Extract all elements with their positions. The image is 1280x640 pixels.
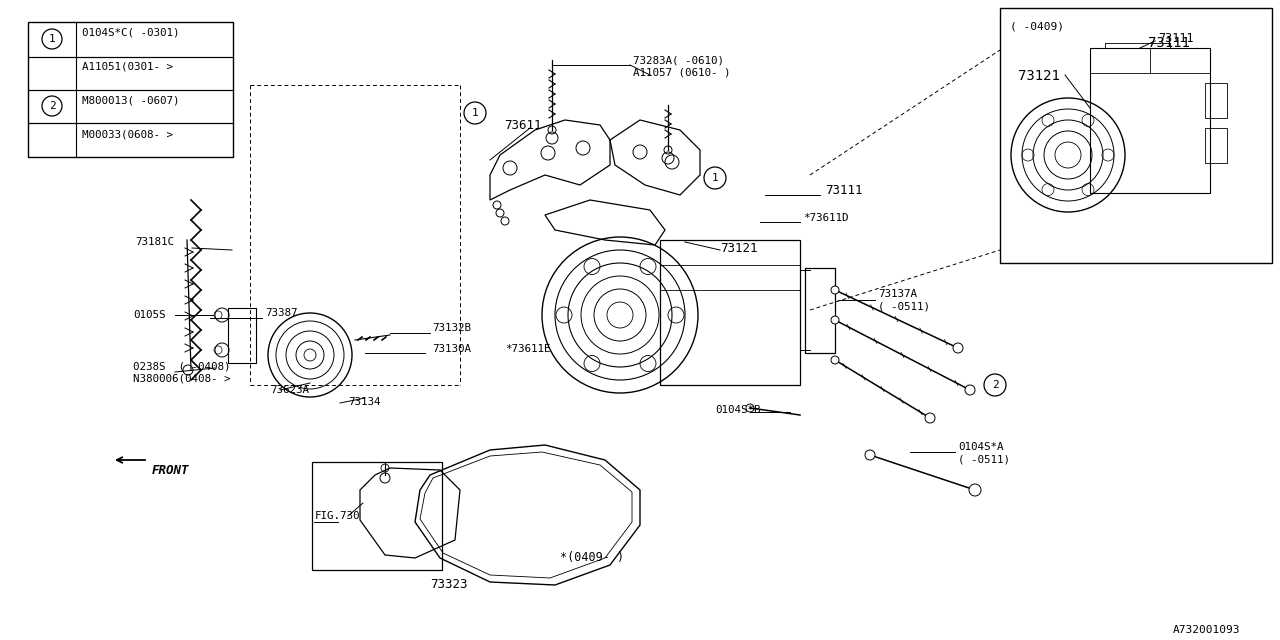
Circle shape	[831, 316, 838, 324]
Text: 73132B: 73132B	[433, 323, 471, 333]
Circle shape	[465, 102, 486, 124]
Text: 1: 1	[471, 108, 479, 118]
Text: M800013( -0607): M800013( -0607)	[82, 95, 179, 105]
Text: ( -0409): ( -0409)	[1010, 21, 1064, 31]
Text: 73134: 73134	[348, 397, 380, 407]
Circle shape	[831, 356, 838, 364]
Bar	[228, 308, 256, 363]
Bar	[660, 240, 800, 385]
Text: 73111: 73111	[826, 184, 863, 196]
Circle shape	[954, 343, 963, 353]
Text: 73111: 73111	[1158, 31, 1194, 45]
Text: 0104S*C( -0301): 0104S*C( -0301)	[82, 27, 179, 37]
Text: 2: 2	[992, 380, 998, 390]
Text: 1: 1	[712, 173, 718, 183]
Circle shape	[42, 96, 61, 116]
Bar	[1000, 8, 1272, 263]
Text: M00033(0608- >: M00033(0608- >	[82, 129, 173, 139]
Text: 0104S*B: 0104S*B	[716, 405, 760, 415]
Bar	[1204, 128, 1228, 163]
Text: FIG.730: FIG.730	[315, 511, 361, 521]
Text: FRONT: FRONT	[152, 463, 189, 477]
Text: 0104S*A: 0104S*A	[957, 442, 1004, 452]
Circle shape	[925, 413, 934, 423]
Text: 1: 1	[49, 34, 55, 44]
Text: N380006(0408- >: N380006(0408- >	[133, 373, 230, 383]
Text: 0238S  ( -0408): 0238S ( -0408)	[133, 361, 230, 371]
Text: *(0409- ): *(0409- )	[561, 550, 625, 563]
Circle shape	[984, 374, 1006, 396]
Text: 0105S: 0105S	[133, 310, 165, 320]
Text: 73283A( -0610): 73283A( -0610)	[634, 55, 724, 65]
Text: 73121: 73121	[721, 241, 758, 255]
Text: *73611D: *73611D	[803, 213, 849, 223]
Circle shape	[865, 450, 876, 460]
Text: ( -0511): ( -0511)	[957, 454, 1010, 464]
Bar	[312, 462, 442, 570]
Circle shape	[969, 484, 980, 496]
Text: 73181C: 73181C	[134, 237, 174, 247]
Text: A732001093: A732001093	[1172, 625, 1240, 635]
Bar	[805, 268, 835, 353]
Text: A11057 (0610- ): A11057 (0610- )	[634, 67, 731, 77]
Circle shape	[42, 29, 61, 49]
Bar	[1204, 83, 1228, 118]
Text: 2: 2	[49, 101, 55, 111]
Text: 73137A: 73137A	[878, 289, 916, 299]
Text: 73611: 73611	[504, 118, 541, 131]
Bar	[28, 22, 233, 157]
Text: ( -0511): ( -0511)	[878, 301, 931, 311]
Text: *73611E: *73611E	[506, 344, 550, 354]
Bar	[1091, 48, 1210, 193]
Text: 73323: 73323	[430, 579, 467, 591]
Text: 73623A: 73623A	[270, 385, 308, 395]
Text: 73387: 73387	[265, 308, 297, 318]
Text: A11051(0301- >: A11051(0301- >	[82, 61, 173, 71]
Circle shape	[965, 385, 975, 395]
Circle shape	[704, 167, 726, 189]
Text: 73130A: 73130A	[433, 344, 471, 354]
Text: 73121: 73121	[1018, 69, 1060, 83]
Circle shape	[831, 286, 838, 294]
Text: 73111: 73111	[1148, 36, 1190, 50]
